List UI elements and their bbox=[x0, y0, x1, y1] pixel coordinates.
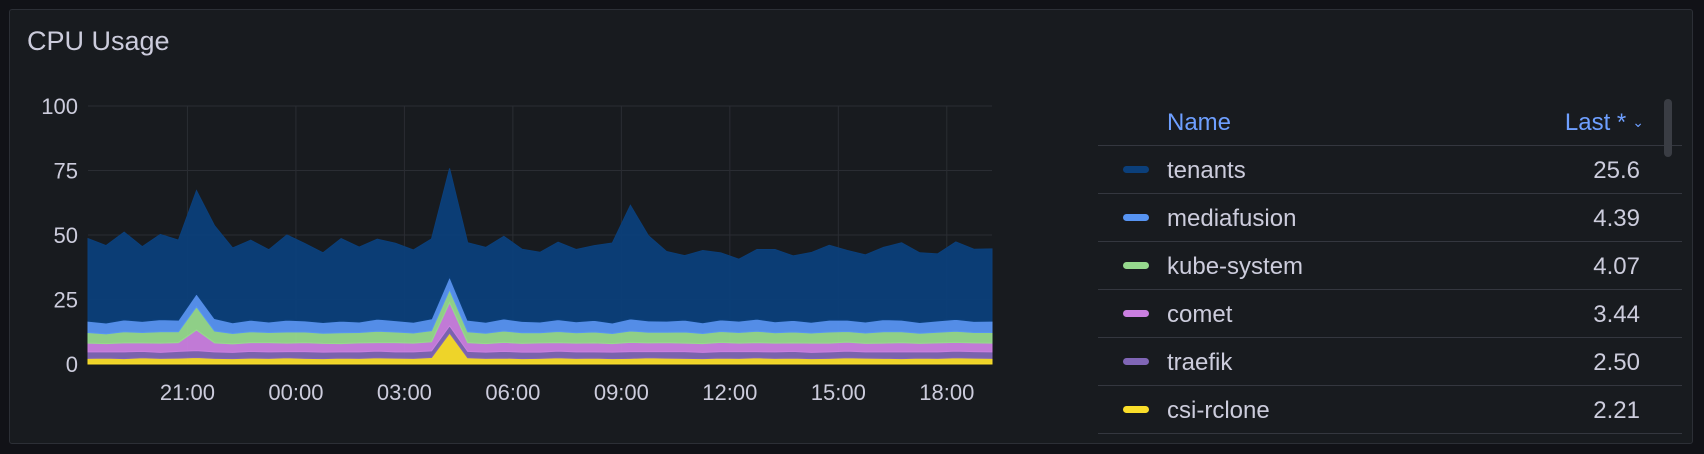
legend-value: 3.44 bbox=[1593, 301, 1640, 328]
legend-row[interactable]: traefik 2.50 bbox=[1098, 338, 1682, 386]
x-tick-label: 21:00 bbox=[160, 380, 215, 405]
legend-scrollbar[interactable] bbox=[1664, 99, 1672, 157]
legend-table: Name Last * ⌄ tenants 25.6 mediafusion 4.… bbox=[1098, 95, 1682, 434]
legend-swatch-csi-rclone bbox=[1123, 406, 1149, 413]
legend-value: 4.07 bbox=[1593, 253, 1640, 280]
legend-value: 2.21 bbox=[1593, 397, 1640, 424]
legend-header: Name Last * ⌄ bbox=[1098, 95, 1682, 157]
legend-swatch-comet bbox=[1123, 310, 1149, 317]
cpu-usage-chart[interactable]: 0 25 50 75 100 21:00 00:00 03:00 06:00 09:00 12:00… bbox=[22, 90, 997, 410]
x-tick-label: 09:00 bbox=[594, 380, 649, 405]
legend-name: csi-rclone bbox=[1167, 397, 1270, 424]
panel-title[interactable]: CPU Usage bbox=[27, 26, 170, 56]
y-tick-label: 75 bbox=[54, 159, 78, 184]
x-tick-label: 06:00 bbox=[485, 380, 540, 405]
y-tick-label: 25 bbox=[54, 288, 78, 313]
legend-value: 2.50 bbox=[1593, 349, 1640, 376]
series-area-tenants bbox=[87, 168, 993, 324]
sort-chevron-icon: ⌄ bbox=[1632, 114, 1644, 130]
legend-row[interactable]: tenants 25.6 bbox=[1098, 146, 1682, 194]
legend-name-header[interactable]: Name bbox=[1167, 109, 1232, 136]
legend-name: mediafusion bbox=[1167, 205, 1297, 232]
legend-swatch-kube-system bbox=[1123, 262, 1149, 269]
legend-row[interactable]: comet 3.44 bbox=[1098, 290, 1682, 338]
y-tick-label: 0 bbox=[66, 352, 78, 377]
x-tick-label: 15:00 bbox=[811, 380, 866, 405]
legend-name: kube-system bbox=[1167, 253, 1304, 280]
legend-name: tenants bbox=[1167, 157, 1246, 184]
x-tick-label: 00:00 bbox=[268, 380, 323, 405]
legend-row[interactable]: mediafusion 4.39 bbox=[1098, 194, 1682, 242]
y-tick-label: 100 bbox=[41, 94, 78, 119]
cpu-usage-panel: CPU Usage 0 25 50 75 100 21:00 00:00 03:00 06:00… bbox=[9, 9, 1693, 444]
x-tick-label: 18:00 bbox=[919, 380, 974, 405]
legend-row[interactable]: csi-rclone 2.21 bbox=[1098, 386, 1682, 434]
legend-value: 4.39 bbox=[1593, 205, 1640, 232]
y-tick-label: 50 bbox=[54, 223, 78, 248]
x-tick-label: 12:00 bbox=[702, 380, 757, 405]
legend-name: comet bbox=[1167, 301, 1233, 328]
legend-swatch-mediafusion bbox=[1123, 214, 1149, 221]
legend-swatch-tenants bbox=[1123, 166, 1149, 173]
legend-name: traefik bbox=[1167, 349, 1233, 376]
legend-row[interactable]: kube-system 4.07 bbox=[1098, 242, 1682, 290]
legend-value: 25.6 bbox=[1593, 157, 1640, 184]
legend-last-header[interactable]: Last * ⌄ bbox=[1565, 109, 1644, 137]
legend-last-header-label: Last * bbox=[1564, 109, 1627, 136]
legend-swatch-traefik bbox=[1123, 358, 1149, 365]
x-tick-label: 03:00 bbox=[377, 380, 432, 405]
